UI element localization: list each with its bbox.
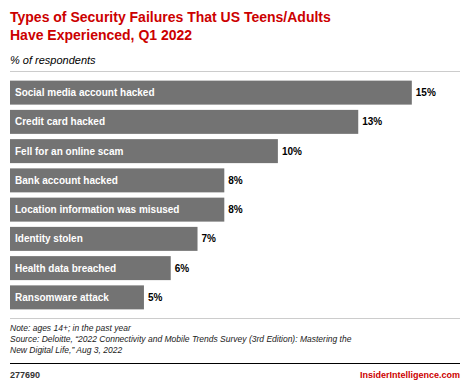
subtitle: % of respondents xyxy=(10,54,96,66)
note: Note: ages 14+; in the past yearSource: … xyxy=(10,323,352,355)
category-label: Fell for an online scam xyxy=(15,146,123,157)
bar xyxy=(10,139,278,163)
title-line: Types of Security Failures That US Teens… xyxy=(10,9,331,25)
value-label: 8% xyxy=(228,204,243,215)
category-label: Location information was misused xyxy=(15,204,179,215)
note-line: New Digital Life,” Aug 3, 2022 xyxy=(10,345,122,355)
value-label: 6% xyxy=(175,263,190,274)
category-label: Ransomware attack xyxy=(15,292,109,303)
category-label: Health data breached xyxy=(15,263,116,274)
category-label: Identity stolen xyxy=(15,233,83,244)
category-label: Credit card hacked xyxy=(15,116,105,127)
footer-rule xyxy=(10,363,460,364)
value-label: 15% xyxy=(416,87,436,98)
value-label: 10% xyxy=(282,146,302,157)
bar xyxy=(10,256,171,280)
category-label: Bank account hacked xyxy=(15,175,118,186)
bar xyxy=(10,168,224,192)
footer-right: InsiderIntelligence.com xyxy=(360,370,460,380)
bars xyxy=(10,81,412,310)
title-line: Have Experienced, Q1 2022 xyxy=(10,27,192,43)
bar xyxy=(10,198,224,222)
value-label: 5% xyxy=(148,292,163,303)
note-line: Source: Deloitte, “2022 Connectivity and… xyxy=(10,334,352,344)
value-label: 8% xyxy=(228,175,243,186)
bar xyxy=(10,81,412,105)
category-label: Social media account hacked xyxy=(15,87,155,98)
value-label: 13% xyxy=(362,116,382,127)
separator xyxy=(10,318,460,319)
value-label: 7% xyxy=(202,233,217,244)
bar xyxy=(10,227,198,251)
chart: Types of Security Failures That US Teens… xyxy=(0,0,470,391)
title: Types of Security Failures That US Teens… xyxy=(10,9,331,43)
note-line: Note: ages 14+; in the past year xyxy=(10,323,132,333)
footer-left: 277690 xyxy=(10,370,40,380)
bar xyxy=(10,110,358,134)
separator xyxy=(10,71,460,72)
labels: Social media account hacked 15% Credit car… xyxy=(15,87,436,303)
bar xyxy=(10,285,144,309)
